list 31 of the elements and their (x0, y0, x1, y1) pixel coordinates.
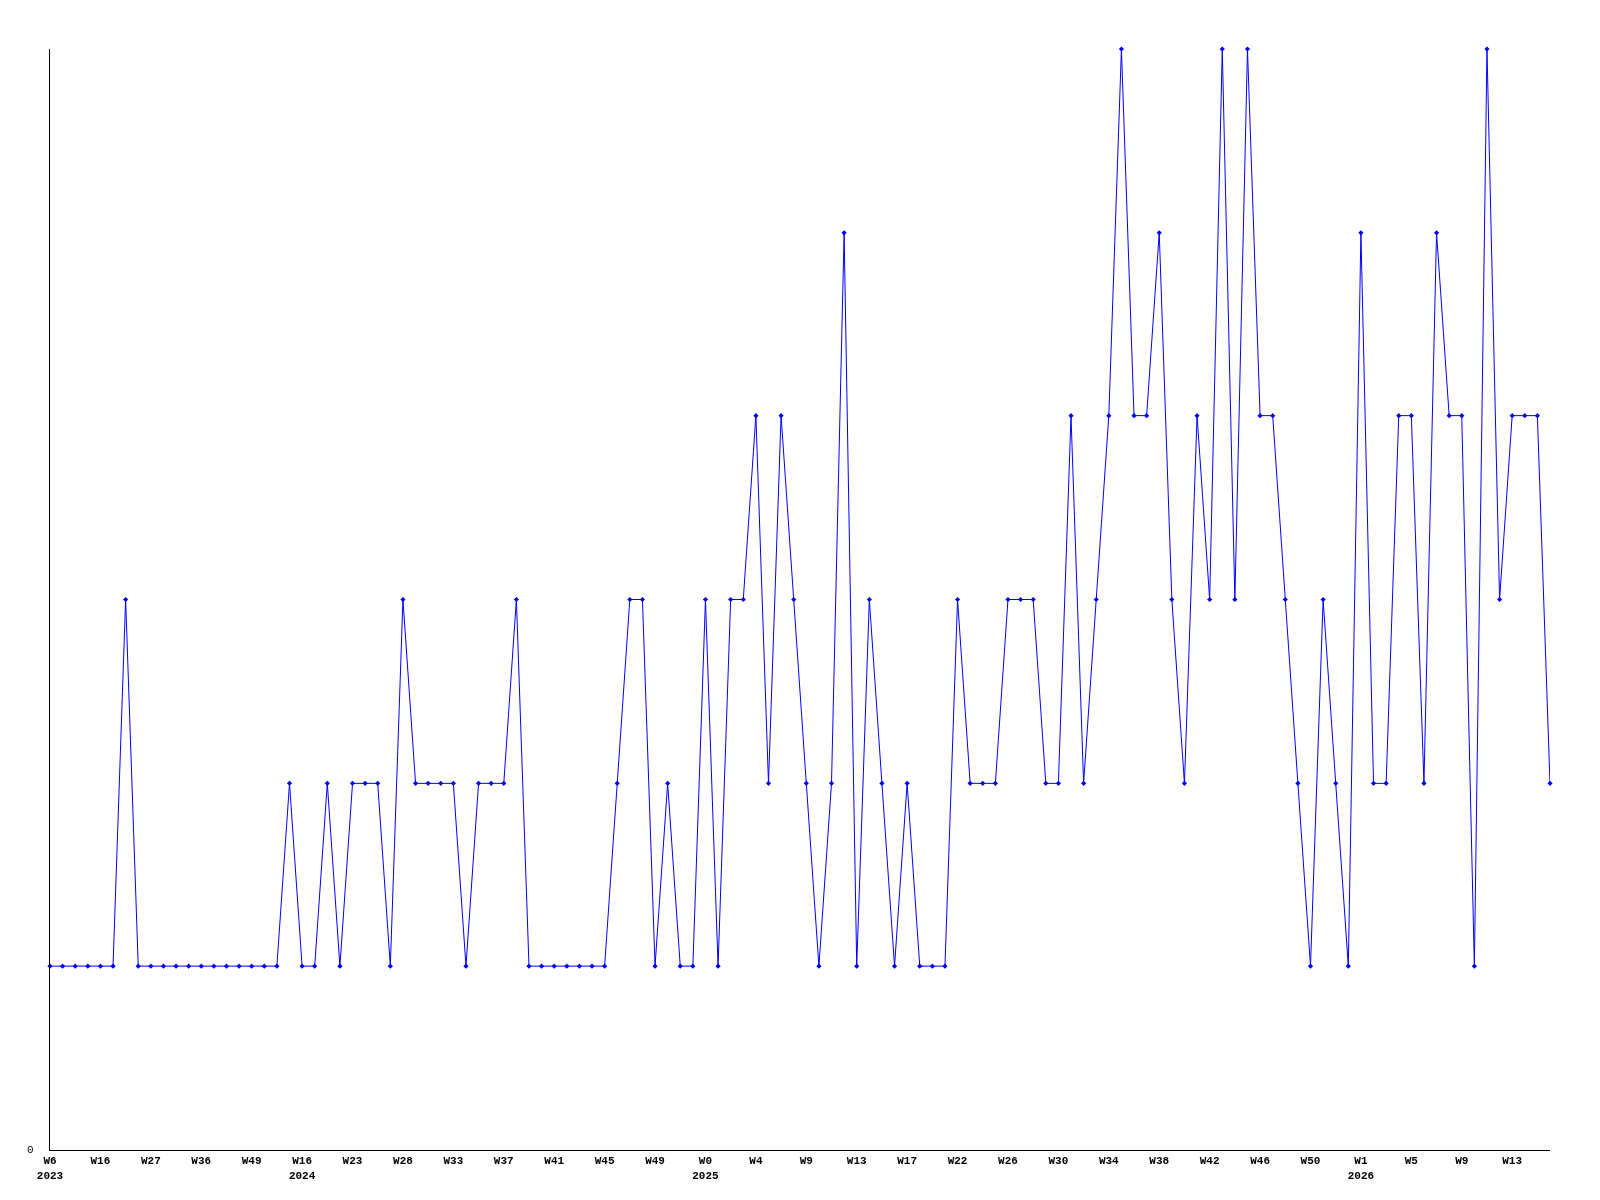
x-tick-label: W33 (443, 1155, 464, 1168)
x-tick-label: W4 (749, 1155, 763, 1168)
x-tick-label: W6 2023 (36, 1155, 64, 1182)
x-tick-label: W30 (1048, 1155, 1069, 1168)
x-tick-label: W38 (1149, 1155, 1170, 1168)
x-tick-label: W5 (1404, 1155, 1419, 1168)
x-tick-label: W26 (998, 1155, 1018, 1168)
x-tick-label: W0 2025 (692, 1155, 720, 1182)
x-tick-label: W37 (493, 1155, 514, 1168)
x-tick-label: W27 (140, 1155, 161, 1168)
x-tick-label: W23 (342, 1155, 363, 1168)
x-tick-label: W17 (897, 1155, 918, 1168)
x-tick-label: W28 (393, 1155, 414, 1168)
text: 0 (27, 1144, 34, 1156)
x-tick-label: W16 (90, 1155, 111, 1168)
x-tick-label: W49 (645, 1155, 665, 1168)
x-tick-label: W42 (1199, 1155, 1220, 1168)
x-tick-label: W9 (1455, 1155, 1469, 1168)
x-tick-label: W9 (799, 1155, 813, 1168)
x-tick-label: W22 (947, 1155, 968, 1168)
x-tick-label: W49 (241, 1155, 262, 1168)
x-tick-label: W46 (1250, 1155, 1270, 1168)
x-tick-label: W34 (1098, 1155, 1120, 1168)
x-tick-label: W50 (1300, 1155, 1321, 1168)
x-tick-label: W13 (1502, 1155, 1523, 1168)
x-tick-label: W13 (846, 1155, 868, 1168)
x-tick-label: W1 2026 (1347, 1155, 1375, 1182)
x-tick-label: W36 (191, 1155, 212, 1168)
x-tick-label: W45 (594, 1155, 615, 1168)
x-tick-label: W16 2024 (288, 1155, 316, 1182)
x-tick-label: W41 (544, 1155, 565, 1168)
